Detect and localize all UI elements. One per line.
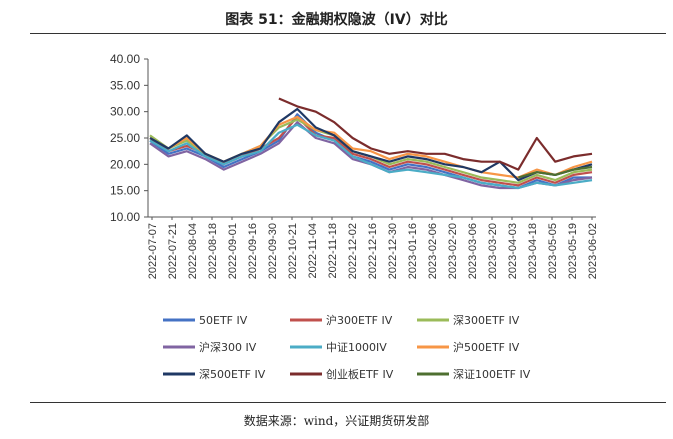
series-line-7 — [278, 97, 593, 171]
legend-label-7: 创业板ETF IV — [326, 367, 394, 381]
series-line-8 — [517, 165, 593, 179]
x-tick-label: 2022-07-21 — [167, 223, 179, 279]
series-line-4 — [149, 123, 593, 190]
chart: 10.00 15.00 20.00 25.00 30.00 35.00 40.00 2022… — [110, 52, 599, 381]
legend-label-8: 深证100ETF IV — [453, 368, 531, 381]
legend-label-5: 沪500ETF IV — [453, 340, 520, 354]
x-tick-label: 2023-04-18 — [527, 223, 539, 279]
legend-label-4: 中证1000IV — [326, 341, 387, 354]
series-lines — [149, 97, 593, 190]
top-rule — [30, 33, 666, 34]
x-tick-label: 2022-10-21 — [287, 223, 299, 279]
x-tick-label: 2022-07-07 — [147, 223, 159, 279]
x-tick-label: 2022-11-18 — [327, 223, 339, 278]
x-tick-label: 2023-01-16 — [407, 223, 419, 279]
x-tick-label: 2023-03-06 — [467, 223, 479, 279]
x-tick-label: 2023-04-03 — [507, 223, 519, 279]
legend-label-6: 深500ETF IV — [199, 368, 266, 381]
page-title: 图表 51：金融期权隐波（IV）对比 — [225, 12, 448, 28]
legend-label-1: 沪300ETF IV — [326, 313, 393, 327]
bottom-rule — [30, 402, 666, 403]
y-tick-label: 40.00 — [110, 52, 140, 66]
legend-label-0: 50ETF IV — [199, 314, 248, 327]
x-tick-label: 2022-08-18 — [207, 223, 219, 279]
legend-label-2: 深300ETF IV — [453, 314, 520, 327]
y-tick-label: 25.00 — [110, 131, 140, 145]
x-tick-label: 2022-12-30 — [387, 223, 399, 279]
x-tick-label: 2022-09-16 — [247, 223, 259, 279]
x-tick-label: 2023-05-19 — [567, 223, 579, 279]
series-line-5 — [149, 115, 593, 179]
source-note: 数据来源：wind，兴证期货研发部 — [243, 414, 430, 428]
x-tick-label: 2023-06-02 — [587, 223, 599, 279]
x-tick-label: 2022-09-01 — [227, 223, 239, 279]
x-tick-label: 2022-11-04 — [307, 223, 319, 278]
y-tick-label: 10.00 — [110, 210, 140, 224]
y-tick-label: 20.00 — [110, 157, 140, 171]
x-tick-label: 2023-05-05 — [547, 223, 559, 279]
series-line-6 — [149, 107, 593, 182]
x-tick-label: 2023-02-06 — [427, 223, 439, 279]
y-tick-label: 15.00 — [110, 184, 140, 198]
legend: 50ETF IV 沪300ETF IV 深300ETF IV 沪深300 IV 中证10… — [163, 313, 531, 381]
x-tick-label: 2022-12-16 — [367, 223, 379, 279]
y-tick-label: 35.00 — [110, 78, 140, 92]
x-axis: 2022-07-07 2022-07-21 2022-08-04 2022-08-18… — [147, 216, 599, 279]
x-tick-label: 2022-09-30 — [267, 223, 279, 279]
x-tick-label: 2023-02-20 — [447, 223, 459, 279]
y-axis: 10.00 15.00 20.00 25.00 30.00 35.00 40.00 — [110, 52, 149, 224]
x-tick-label: 2022-12-02 — [347, 223, 359, 279]
legend-label-3: 沪深300 IV — [199, 340, 257, 354]
x-tick-label: 2023-03-20 — [487, 223, 499, 279]
y-tick-label: 30.00 — [110, 105, 140, 119]
x-tick-label: 2022-08-04 — [187, 223, 199, 279]
